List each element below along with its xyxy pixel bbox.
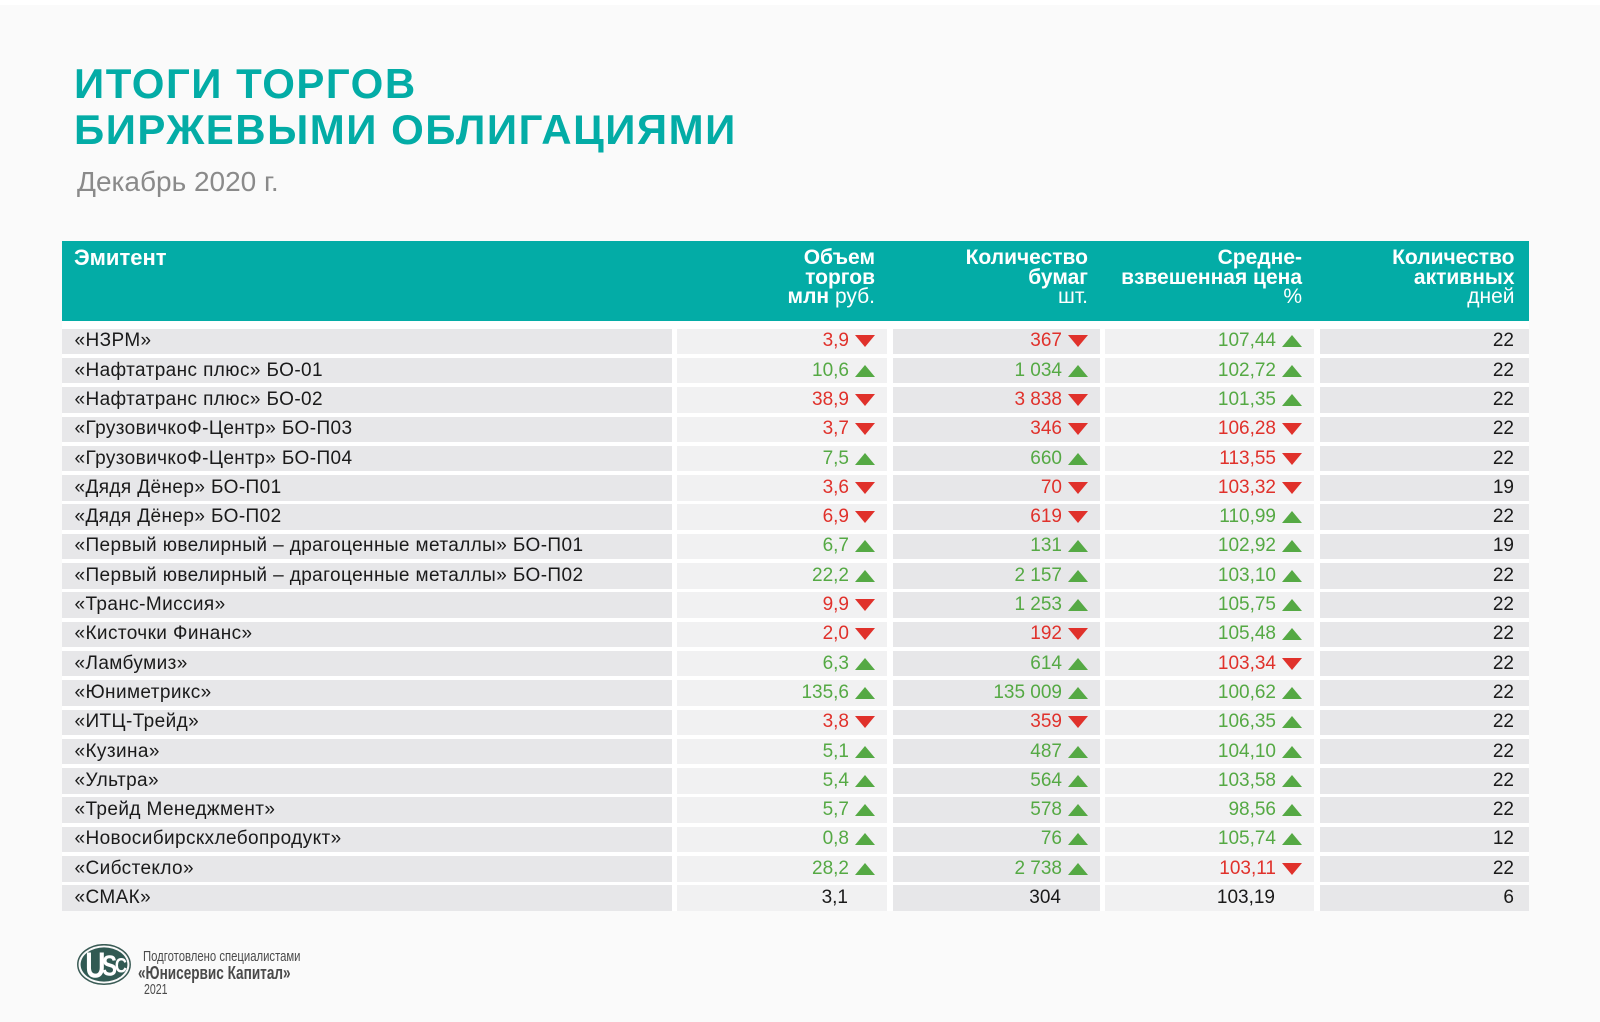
svg-text:S: S xyxy=(102,949,117,982)
svg-text:U: U xyxy=(85,945,105,985)
svg-text:C: C xyxy=(115,955,127,978)
